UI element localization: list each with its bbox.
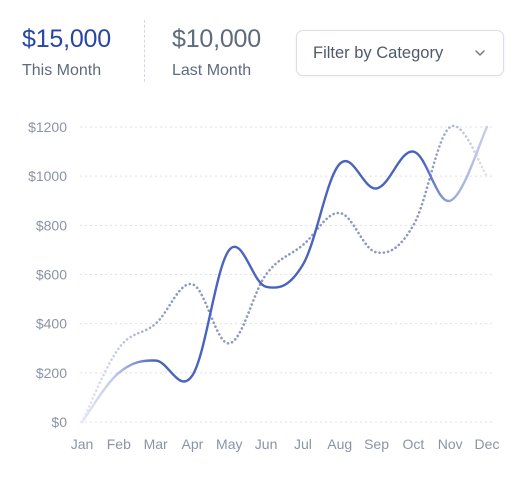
y-tick-label: $1200 [28,119,67,135]
x-tick-label: Mar [144,436,168,452]
series-line-solid [80,125,489,424]
x-tick-label: Sep [364,436,389,452]
x-tick-label: Apr [182,436,204,452]
y-tick-label: $0 [51,414,67,430]
x-tick-label: Jul [294,436,312,452]
last-month-value: $10,000 [172,25,261,53]
x-tick-label: May [216,436,242,452]
this-month-label: This Month [22,62,102,79]
stat-last-month: $10,000 Last Month [172,22,261,82]
chevron-down-icon [475,50,485,56]
x-tick-label: Aug [327,436,352,452]
filter-label: Filter by Category [313,43,444,62]
x-tick-label: Feb [107,436,131,452]
filter-by-category-dropdown[interactable]: Filter by Category [296,30,504,76]
y-tick-label: $600 [36,267,67,283]
x-tick-label: Dec [475,436,500,452]
x-tick-label: Nov [438,436,463,452]
stat-this-month: $15,000 This Month [22,22,111,82]
y-tick-label: $400 [36,316,67,332]
series-line-dotted [80,124,489,424]
y-tick-label: $1000 [28,168,67,184]
x-tick-label: Jan [71,436,94,452]
this-month-value: $15,000 [22,25,111,53]
revenue-line-chart: $0 $200 $400 $600 $800 $1000 $1200 Jan Feb Mar Ap… [28,119,500,452]
x-tick-label: Oct [402,436,424,452]
stat-divider [144,20,145,82]
x-tick-label: Jun [255,436,278,452]
last-month-label: Last Month [172,62,252,79]
y-tick-label: $200 [36,365,67,381]
y-tick-label: $800 [36,217,67,233]
